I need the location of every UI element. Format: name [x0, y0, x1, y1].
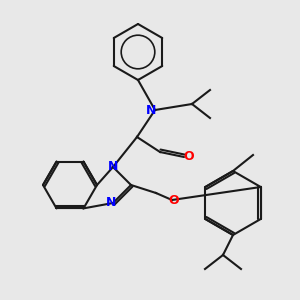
Text: N: N	[108, 160, 118, 173]
Text: O: O	[184, 151, 194, 164]
Text: O: O	[169, 194, 179, 208]
Text: N: N	[146, 103, 156, 116]
Text: N: N	[106, 196, 116, 209]
